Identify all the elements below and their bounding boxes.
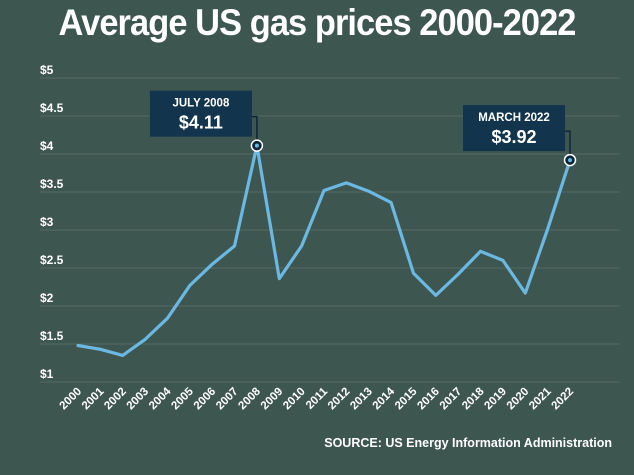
x-tick-label: 2006 bbox=[192, 386, 219, 413]
annotations: JULY 2008 $4.11 MARCH 2022 $3.92 bbox=[149, 90, 577, 167]
series-line bbox=[76, 144, 572, 357]
x-tick-label: 2018 bbox=[460, 385, 487, 412]
annotation-callout: MARCH 2022 $3.92 bbox=[463, 105, 577, 167]
source-credit: SOURCE: US Energy Information Administra… bbox=[324, 436, 612, 450]
annotation-label: MARCH 2022 bbox=[478, 112, 550, 124]
annotation-leader-line bbox=[565, 130, 571, 157]
x-tick-label: 2012 bbox=[326, 386, 353, 413]
y-tick-label: $5 bbox=[40, 63, 54, 77]
x-tick-label: 2021 bbox=[527, 385, 554, 412]
annotation-value: $3.92 bbox=[491, 127, 536, 147]
annotation-box bbox=[463, 105, 565, 152]
x-axis-ticks: 2000200120022003200420052006200720082009… bbox=[58, 385, 577, 412]
x-tick-label: 2008 bbox=[236, 385, 263, 412]
chart-title: Average US gas prices 2000-2022 bbox=[58, 2, 577, 43]
x-tick-label: 2016 bbox=[415, 386, 442, 413]
x-tick-label: 2002 bbox=[102, 386, 129, 413]
annotation-box bbox=[149, 90, 252, 137]
x-tick-label: 2010 bbox=[281, 386, 308, 413]
x-tick-label: 2004 bbox=[147, 385, 174, 412]
y-tick-label: $2 bbox=[40, 291, 54, 305]
x-tick-label: 2015 bbox=[393, 385, 420, 412]
x-tick-label: 2000 bbox=[58, 386, 85, 413]
annotation-marker-dot bbox=[568, 158, 572, 163]
y-tick-label: $2.5 bbox=[40, 253, 64, 267]
x-tick-label: 2014 bbox=[371, 385, 398, 412]
x-tick-label: 2019 bbox=[482, 386, 509, 413]
x-tick-label: 2009 bbox=[259, 386, 286, 413]
annotation-marker-dot bbox=[254, 143, 259, 148]
grid-lines bbox=[40, 77, 620, 383]
x-tick-label: 2007 bbox=[214, 386, 241, 413]
y-tick-label: $4 bbox=[40, 139, 54, 153]
y-axis-ticks: $1 $1.5 $2 $2.5 $3 $3.5 $4 $4.5 $5 bbox=[40, 63, 64, 381]
x-tick-label: 2013 bbox=[348, 386, 375, 413]
annotation-callout: JULY 2008 $4.11 bbox=[149, 90, 264, 152]
y-tick-label: $1 bbox=[40, 367, 54, 381]
x-tick-label: 2020 bbox=[505, 386, 532, 413]
x-tick-label: 2017 bbox=[438, 386, 465, 413]
x-tick-label: 2022 bbox=[550, 386, 577, 413]
y-tick-label: $3.5 bbox=[40, 177, 64, 191]
y-tick-label: $1.5 bbox=[40, 329, 64, 343]
annotation-label: JULY 2008 bbox=[172, 98, 230, 110]
x-tick-label: 2005 bbox=[169, 385, 196, 412]
x-tick-label: 2011 bbox=[304, 385, 331, 412]
y-tick-label: $4.5 bbox=[40, 101, 64, 115]
series-line-layer bbox=[76, 144, 572, 357]
y-tick-label: $3 bbox=[40, 215, 54, 229]
x-tick-label: 2003 bbox=[125, 386, 152, 413]
annotation-leader-line bbox=[251, 115, 258, 142]
x-tick-label: 2001 bbox=[80, 385, 107, 412]
annotation-value: $4.11 bbox=[179, 113, 223, 133]
